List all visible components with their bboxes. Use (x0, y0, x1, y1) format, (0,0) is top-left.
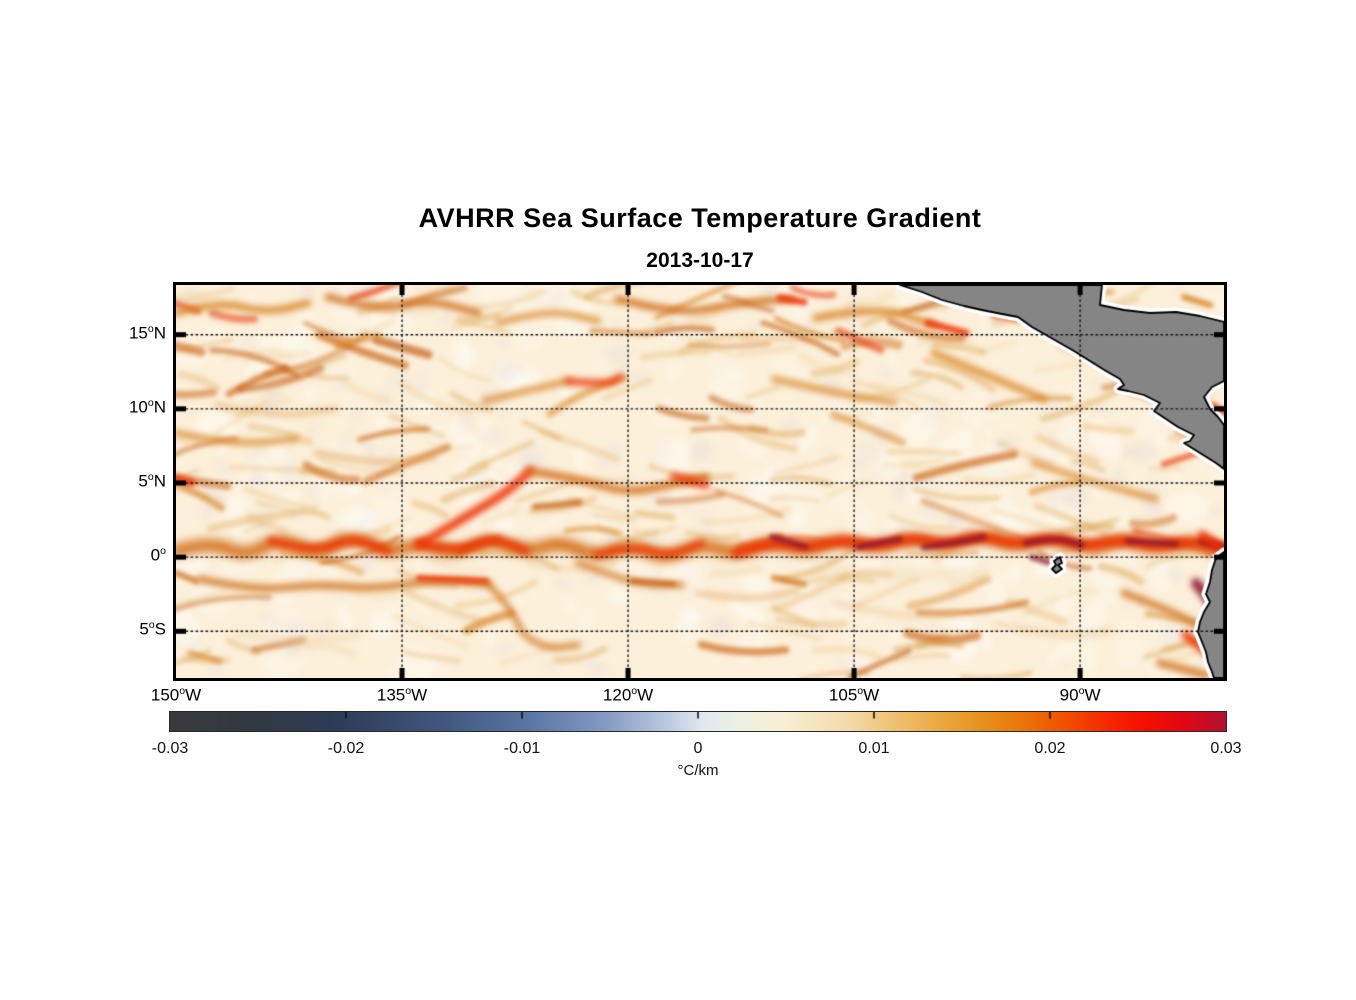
x-tick-label: 90oW (1059, 685, 1101, 705)
colorbar-tick-label: 0.02 (1034, 740, 1066, 757)
y-tick-label: 5oS (139, 619, 166, 639)
figure-title: AVHRR Sea Surface Temperature Gradient (418, 203, 982, 233)
colorbar-tick-label: -0.01 (503, 740, 541, 757)
x-tick-label: 105oW (828, 685, 880, 705)
x-tick-label: 150oW (150, 685, 202, 705)
map-plot-area (173, 282, 1227, 681)
colorbar (169, 711, 1227, 732)
figure-date-subtitle: 2013-10-17 (646, 249, 754, 272)
colorbar-gradient (170, 712, 1226, 731)
x-tick-label: 120oW (602, 685, 654, 705)
y-tick-label: 0o (150, 545, 166, 565)
colorbar-tick-label: 0.01 (858, 740, 890, 757)
x-tick-label: 135oW (376, 685, 428, 705)
sst-gradient-heatmap (176, 285, 1224, 678)
colorbar-tick-label: -0.03 (151, 740, 189, 757)
y-tick-label: 10oN (128, 396, 166, 417)
y-tick-label: 5oN (138, 470, 166, 491)
colorbar-tick-label: -0.02 (327, 740, 365, 757)
colorbar-tick-label: 0 (693, 740, 703, 757)
colorbar-unit-label: °C/km (677, 762, 719, 779)
y-tick-label: 15oN (128, 322, 166, 343)
colorbar-tick-label: 0.03 (1210, 740, 1242, 757)
